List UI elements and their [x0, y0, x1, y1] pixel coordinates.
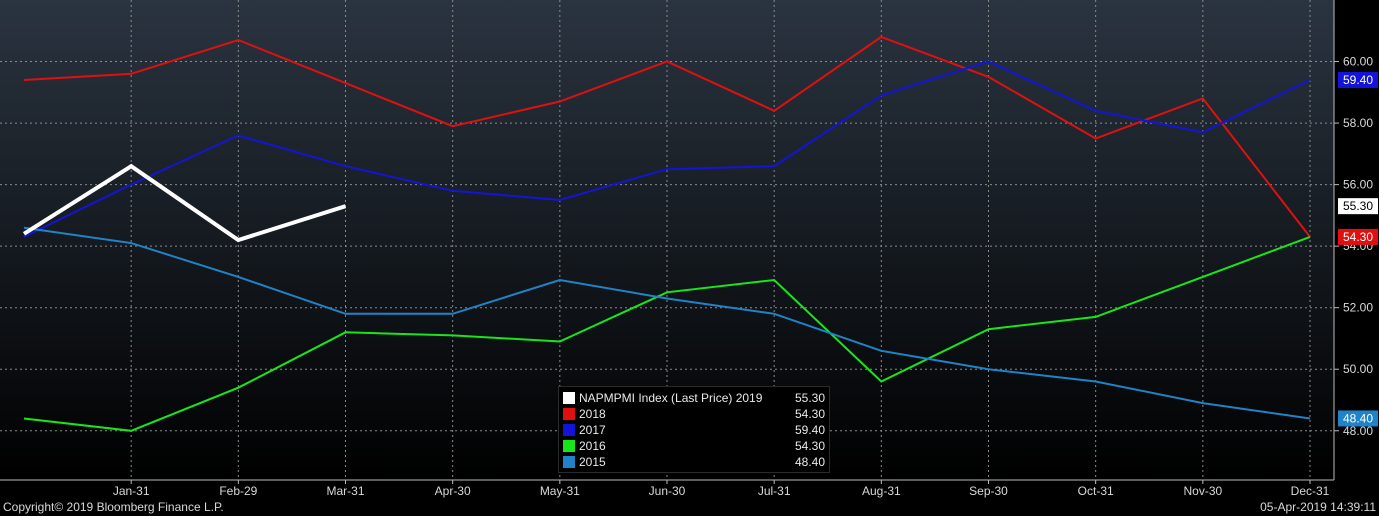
legend-entry: 2016 54.30 — [563, 438, 825, 454]
series-line-2016 — [23, 235, 1311, 432]
last-price-tag: 48.40 — [1338, 410, 1378, 427]
y-tick-label: 52.00 — [1343, 301, 1373, 315]
last-price-tag-bg — [1338, 228, 1378, 245]
grid — [0, 0, 1334, 480]
last-price-tag-text: 48.40 — [1343, 411, 1373, 425]
x-tick-label: Oct-31 — [1078, 484, 1114, 498]
axes: Jan-31 Feb-29 Mar-31 Apr-30 May-31 Jun-30 Jul-… — [0, 0, 1373, 498]
series-line-napmpmi-index-last-price-2019 — [22, 163, 347, 243]
legend-value: 54.30 — [794, 407, 825, 421]
last-price-labels: 59.40 55.30 54.30 48.40 — [1338, 72, 1378, 427]
legend-entry: 2018 54.30 — [563, 406, 825, 422]
timestamp-text: 05-Apr-2019 14:39:11 — [1260, 500, 1376, 514]
legend-entry: 2017 59.40 — [563, 422, 825, 438]
y-tick-label: 48.00 — [1343, 424, 1373, 438]
x-tick-label: Mar-31 — [326, 484, 364, 498]
x-tick-label: Nov-30 — [1183, 484, 1222, 498]
copyright-text: Copyright© 2019 Bloomberg Finance L.P. — [3, 500, 224, 514]
x-tick-label: Jul-31 — [758, 484, 791, 498]
legend-value: 55.30 — [794, 391, 825, 405]
x-tick-label: Dec-31 — [1291, 484, 1330, 498]
last-price-tag-bg — [1338, 198, 1378, 215]
series-line-2015 — [23, 226, 1311, 420]
last-price-tag-text: 55.30 — [1343, 199, 1373, 213]
series-lines — [22, 35, 1311, 432]
legend-label: NAPMPMI Index (Last Price) 2019 — [579, 391, 763, 405]
x-tick-label: Jan-31 — [113, 484, 150, 498]
legend-label: 2018 — [579, 407, 606, 421]
last-price-tag-bg — [1338, 72, 1378, 88]
y-tick-label: 50.00 — [1343, 362, 1373, 376]
y-tick-label: 60.00 — [1343, 55, 1373, 69]
legend-value: 54.30 — [794, 439, 825, 453]
legend: NAPMPMI Index (Last Price) 2019 55.30 2018… — [558, 386, 830, 473]
last-price-tag-bg — [1338, 410, 1378, 427]
y-tick-label: 56.00 — [1343, 178, 1373, 192]
legend-label: 2016 — [579, 439, 606, 453]
x-tick-label: Aug-31 — [862, 484, 901, 498]
legend-label: 2015 — [579, 455, 606, 469]
last-price-tag: 54.30 — [1338, 228, 1378, 245]
legend-swatch — [563, 408, 575, 420]
y-tick-label: 58.00 — [1343, 116, 1373, 130]
x-tick-label: May-31 — [540, 484, 580, 498]
legend-value: 48.40 — [794, 455, 825, 469]
legend-value: 59.40 — [794, 423, 825, 437]
last-price-tag: 59.40 — [1338, 72, 1378, 88]
last-price-tag: 55.30 — [1338, 198, 1378, 215]
legend-entry: 2015 48.40 — [563, 454, 825, 470]
last-price-tag-text: 54.30 — [1343, 230, 1373, 244]
legend-swatch — [563, 440, 575, 452]
x-tick-label: Jun-30 — [649, 484, 686, 498]
last-price-tag-text: 59.40 — [1343, 73, 1373, 87]
series-line-2017 — [23, 60, 1311, 238]
legend-swatch — [563, 424, 575, 436]
legend-entry: NAPMPMI Index (Last Price) 2019 55.30 — [563, 390, 825, 406]
x-tick-label: Feb-29 — [219, 484, 257, 498]
legend-label: 2017 — [579, 423, 606, 437]
x-tick-label: Sep-30 — [969, 484, 1008, 498]
series-line-2018 — [23, 35, 1311, 238]
legend-swatch — [563, 392, 575, 404]
x-tick-label: Apr-30 — [435, 484, 471, 498]
legend-swatch — [563, 456, 575, 468]
